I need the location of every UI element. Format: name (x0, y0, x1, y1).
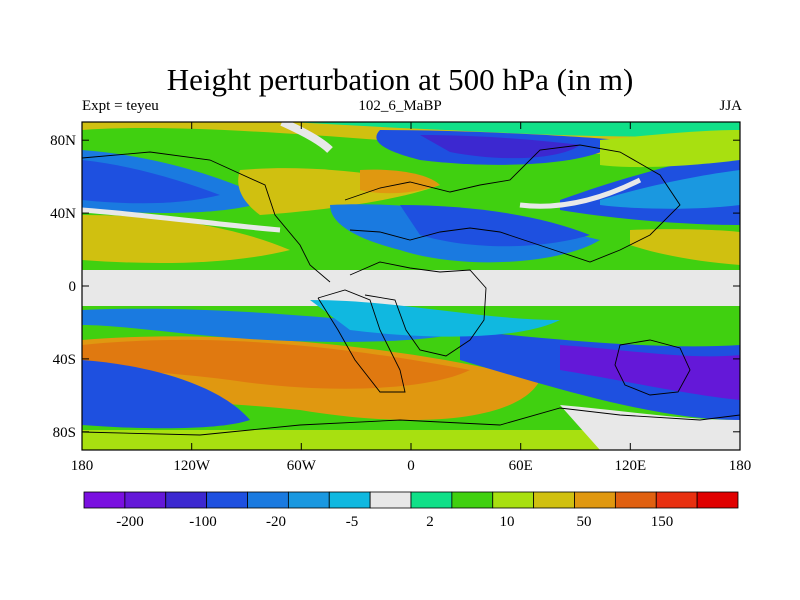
colorbar-swatch (165, 491, 208, 509)
colorbar-swatch (614, 491, 657, 509)
colorbar-label: -5 (346, 514, 359, 530)
colorbar-swatch (410, 491, 453, 509)
colorbar-swatch (247, 491, 289, 509)
y-tick-label: 40S (53, 352, 76, 368)
colorbar-label: 10 (500, 514, 515, 530)
x-ticks (81, 122, 741, 450)
colorbar-label: 150 (651, 514, 674, 530)
colorbar-swatch (533, 491, 575, 509)
colorbar-swatch (287, 491, 330, 509)
x-tick-label: 180 (729, 458, 752, 474)
experiment-label: Expt = teyeu (82, 98, 159, 114)
colorbar-swatch (369, 491, 412, 509)
colorbar-label: -100 (189, 514, 217, 530)
x-tick-label: 60W (287, 458, 317, 474)
colorbar-label: -200 (116, 514, 144, 530)
colorbar-swatch (124, 491, 167, 509)
colorbar (83, 491, 739, 509)
colorbar-swatch (655, 491, 698, 509)
colorbar-label: 50 (577, 514, 592, 530)
y-tick-label: 0 (69, 279, 77, 295)
colorbar-swatch (328, 491, 371, 509)
period-label: 102_6_MaBP (358, 98, 442, 114)
x-tick-label: 120E (614, 458, 646, 474)
y-tick-label: 80S (53, 425, 76, 441)
season-label: JJA (719, 98, 742, 114)
x-tick-label: 180 (71, 458, 94, 474)
colorbar-label: 2 (426, 514, 434, 530)
colorbar-swatch (83, 491, 126, 509)
colorbar-swatch (492, 491, 535, 509)
y-tick-label: 80N (50, 133, 76, 149)
y-ticks (82, 139, 740, 433)
contour-field (82, 122, 740, 450)
x-tick-label: 60E (509, 458, 533, 474)
colorbar-label: -20 (266, 514, 286, 530)
colorbar-swatch (696, 491, 739, 509)
x-tick-label: 120W (173, 458, 211, 474)
x-tick-label: 0 (407, 458, 415, 474)
coastlines (82, 144, 740, 436)
y-tick-label: 40N (50, 206, 76, 222)
colorbar-swatch (574, 491, 616, 509)
plot-title: Height perturbation at 500 hPa (in m) (166, 62, 634, 97)
colorbar-swatch (206, 491, 248, 509)
colorbar-swatch (451, 491, 494, 509)
